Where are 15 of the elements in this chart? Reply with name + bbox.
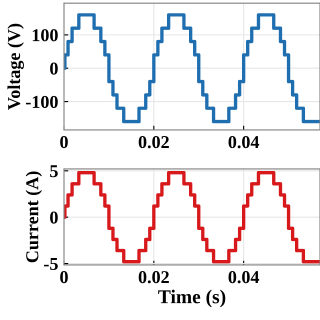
y-axis-title: Current (A) — [26, 172, 42, 262]
y-tick-label: 5 — [50, 165, 58, 178]
x-tick-label: 0.02 — [138, 136, 169, 148]
x-tick-label: 0.02 — [138, 271, 169, 284]
x-tick-label: 0 — [60, 136, 68, 148]
y-tick-label: -5 — [44, 258, 58, 270]
x-axis-title: Time (s) — [158, 290, 226, 308]
y-axis-title: Voltage (V) — [7, 24, 24, 110]
y-tick-label: 0 — [50, 211, 58, 224]
x-tick-label: 0 — [60, 271, 68, 284]
x-tick-label: 0.04 — [228, 136, 260, 148]
x-tick-label: 0.04 — [228, 271, 260, 284]
y-tick-label: 100 — [32, 29, 58, 42]
y-tick-label: 0 — [50, 62, 58, 75]
y-tick-label: -100 — [26, 96, 58, 108]
